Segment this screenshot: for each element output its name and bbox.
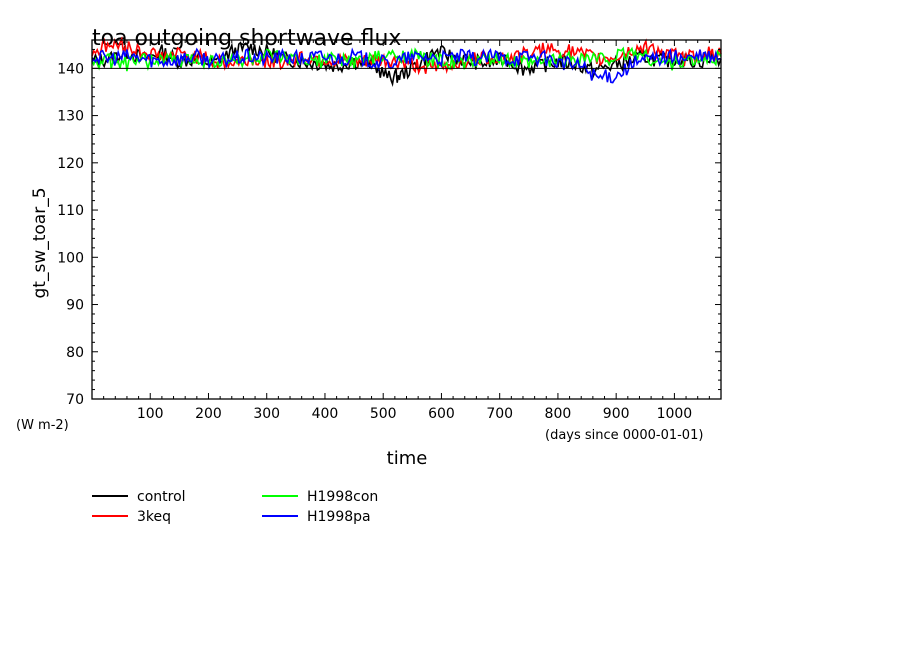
series-layer	[91, 36, 722, 88]
series-line-h1998pa	[91, 47, 722, 84]
chart-title: toa outgoing shortwave flux	[92, 26, 401, 51]
x-tick-label: 300	[253, 406, 280, 422]
legend-label-h1998pa: H1998pa	[307, 509, 371, 525]
legend-label-control: control	[137, 489, 186, 505]
x-tick-label: 900	[603, 406, 630, 422]
y-tick-label: 120	[57, 156, 84, 172]
y-tick-label: 100	[57, 250, 84, 266]
x-tick-label: 800	[545, 406, 572, 422]
legend-label-h1998con: H1998con	[307, 489, 378, 505]
y-tick-label: 70	[66, 392, 84, 408]
plot-frame	[91, 39, 722, 400]
y-axis-label: gt_sw_toar_5	[30, 187, 50, 298]
x-tick-label: 1000	[657, 406, 693, 422]
y-tick-label: 110	[57, 203, 84, 219]
x-axis-label: time	[387, 448, 428, 469]
x-tick-label: 200	[195, 406, 222, 422]
x-tick-label: 700	[486, 406, 513, 422]
x-tick-label: 400	[312, 406, 339, 422]
y-tick-label: 130	[57, 109, 84, 125]
x-tick-label: 600	[428, 406, 455, 422]
y-tick-label: 80	[66, 345, 84, 361]
x-tick-label: 500	[370, 406, 397, 422]
x-axis-units: (days since 0000-01-01)	[545, 428, 703, 443]
y-tick-label: 140	[57, 61, 84, 77]
y-tick-label: 90	[66, 298, 84, 314]
x-tick-label: 100	[137, 406, 164, 422]
legend: control 3keq H1998con H1998pa	[92, 489, 378, 525]
legend-label-3keq: 3keq	[137, 509, 171, 525]
tick-layer: 100 200 300 400 500 600 700 800 900 1000 70 80 90 100…	[57, 40, 721, 422]
y-axis-units: (W m-2)	[16, 418, 69, 433]
